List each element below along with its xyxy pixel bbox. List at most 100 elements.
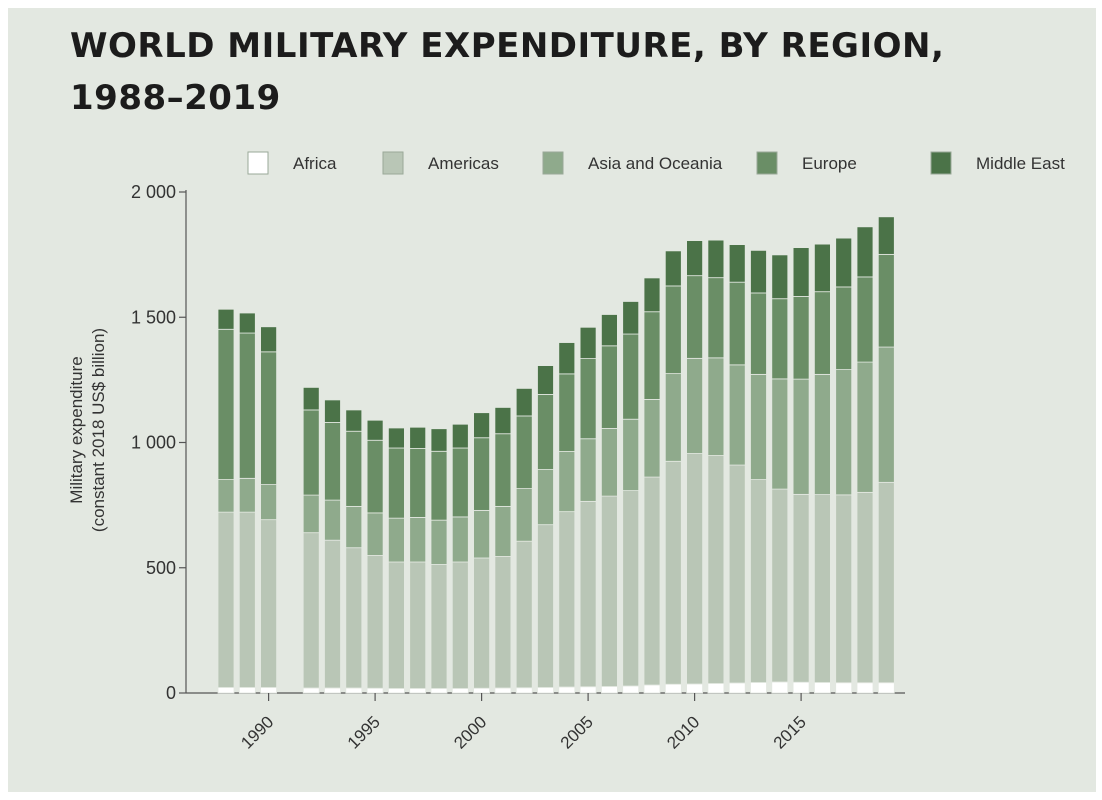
y-tick-label: 1 500 [131,307,176,327]
bar-segment-asia-and-oceania-2012 [728,364,746,466]
bar-segment-europe-2019 [877,253,895,348]
legend-swatch-asia-and-oceania [542,151,564,175]
bar-segment-asia-and-oceania-2008 [643,399,661,478]
x-tick-label: 2015 [770,712,810,752]
bar-segment-africa-2010 [686,683,703,694]
bar-segment-americas-2000 [473,557,491,689]
y-tick-label: 2 000 [131,182,176,202]
bar-segment-asia-and-oceania-1990 [260,484,278,521]
bar-segment-americas-2006 [601,495,618,687]
bar-segment-americas-1999 [451,561,469,689]
bar-segment-europe-2003 [537,394,554,470]
legend-label: Europe [802,154,857,173]
bar-segment-middle-east-2015 [792,247,810,297]
bar-segment-americas-2013 [750,479,767,683]
bar-segment-middle-east-2016 [814,243,831,293]
bar-segment-asia-and-oceania-1997 [409,516,427,563]
bar-segment-europe-2015 [792,296,810,380]
bar-segment-asia-and-oceania-2000 [473,509,491,559]
bar-segment-middle-east-2005 [579,326,597,359]
bar-segment-americas-2010 [686,453,703,685]
bar-segment-middle-east-1988 [217,308,235,330]
bar-segment-europe-2008 [643,311,661,400]
bar-segment-middle-east-2012 [728,244,746,283]
bar-segment-asia-and-oceania-2002 [515,488,533,542]
bar-segment-asia-and-oceania-2011 [707,357,725,456]
bar-segment-europe-2014 [771,298,789,380]
bar-segment-americas-2008 [643,476,661,686]
bar-segment-europe-1996 [387,447,405,519]
bar-segment-asia-and-oceania-2010 [686,357,703,454]
bar-segment-africa-2000 [473,687,491,694]
bar-segment-americas-2014 [771,488,789,683]
bar-segment-europe-2011 [707,277,725,359]
bar-segment-africa-2008 [643,684,661,694]
bar-segment-asia-and-oceania-1989 [238,477,256,513]
bar-segment-europe-1988 [217,328,235,480]
bar-segment-middle-east-1992 [302,386,320,411]
bar-segment-europe-1990 [260,351,278,485]
bar-segment-africa-2016 [814,682,831,694]
bar-segment-europe-2004 [558,373,576,452]
bar-segment-asia-and-oceania-1994 [345,505,363,549]
bar-segment-asia-and-oceania-1992 [302,494,320,534]
bar-segment-europe-2007 [622,333,640,420]
bar-segment-asia-and-oceania-1996 [387,517,405,563]
bar-segment-europe-1997 [409,448,427,518]
legend-swatch-europe [756,151,778,175]
bar-segment-americas-1993 [324,539,341,689]
bar-segment-americas-2001 [494,556,512,689]
bar-segment-asia-and-oceania-1988 [217,479,235,513]
x-tick-label: 1990 [237,712,277,752]
bar-segment-africa-1995 [366,687,384,694]
bar-segment-middle-east-2004 [558,342,576,375]
bar-segment-middle-east-2017 [835,237,853,288]
y-axis-title: Military expenditure [67,356,86,503]
bar-segment-asia-and-oceania-1999 [451,516,469,563]
bar-segment-africa-1997 [409,688,427,694]
bar-segment-asia-and-oceania-2015 [792,378,810,495]
y-tick-label: 0 [166,683,176,703]
bar-segment-middle-east-1993 [324,399,341,423]
legend-label: Middle East [976,154,1065,173]
bar-segment-africa-2011 [707,683,725,694]
bar-segment-asia-and-oceania-2014 [771,378,789,490]
bar-segment-europe-2002 [515,415,533,489]
bar-segment-asia-and-oceania-2013 [750,373,767,480]
bar-segment-americas-1997 [409,561,427,689]
bar-segment-middle-east-2008 [643,277,661,313]
bar-segment-americas-1989 [238,511,256,688]
bar-segment-asia-and-oceania-2004 [558,451,576,513]
bar-segment-africa-1992 [302,687,320,694]
bar-segment-africa-1996 [387,688,405,694]
bar-segment-americas-2002 [515,540,533,689]
bar-segment-africa-1994 [345,687,363,694]
bar-segment-asia-and-oceania-2019 [877,346,895,483]
y-axis-title: (constant 2018 US$ billion) [89,328,108,532]
legend-label: Americas [428,154,499,173]
bar-segment-middle-east-1998 [430,428,448,452]
bar-segment-americas-2003 [537,524,554,688]
bar-segment-asia-and-oceania-2018 [856,361,874,493]
legend-label: Asia and Oceania [588,154,723,173]
bar-segment-middle-east-2002 [515,387,533,417]
bar-segment-africa-2015 [792,681,810,694]
bar-segment-europe-1992 [302,409,320,496]
bar-segment-americas-2018 [856,491,874,684]
bar-segment-americas-2004 [558,511,576,688]
bar-segment-middle-east-2018 [856,226,874,278]
bar-segment-asia-and-oceania-2016 [814,373,831,496]
bar-segment-americas-2017 [835,494,853,684]
bar-segment-middle-east-1999 [451,423,469,449]
bar-segment-europe-1989 [238,332,256,479]
bar-segment-americas-1992 [302,532,320,689]
bar-segment-europe-2009 [664,285,682,375]
bar-segment-middle-east-1996 [387,427,405,449]
x-tick-label: 1995 [344,712,384,752]
bar-segment-africa-2005 [579,686,597,694]
bar-segment-americas-1996 [387,561,405,689]
legend-label: Africa [293,154,337,173]
bar-segment-europe-2017 [835,286,853,371]
bar-segment-europe-2016 [814,291,831,375]
bar-segment-americas-1988 [217,511,235,688]
